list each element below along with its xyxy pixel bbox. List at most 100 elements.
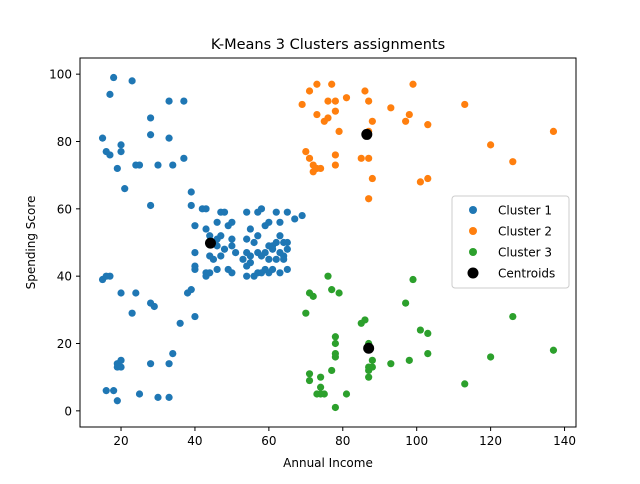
cluster-point xyxy=(165,393,173,401)
cluster-point xyxy=(128,77,136,85)
cluster-point xyxy=(165,97,173,105)
cluster-point xyxy=(117,141,125,149)
x-tick-label: 40 xyxy=(187,434,202,448)
cluster-point xyxy=(220,208,229,216)
cluster-point xyxy=(331,403,339,412)
cluster-point xyxy=(265,255,273,263)
cluster-point xyxy=(257,269,266,277)
cluster-point xyxy=(128,309,136,317)
cluster-point xyxy=(305,370,314,378)
cluster-point xyxy=(106,151,114,159)
centroid-point xyxy=(361,128,373,140)
legend-marker xyxy=(469,206,477,214)
cluster-point xyxy=(402,299,410,307)
cluster-point xyxy=(202,225,210,233)
cluster-point xyxy=(291,215,299,223)
cluster-point xyxy=(317,383,325,391)
cluster-point xyxy=(187,201,195,210)
x-tick-label: 140 xyxy=(553,434,576,448)
cluster-point xyxy=(298,100,306,109)
legend-marker xyxy=(469,227,477,235)
cluster-point xyxy=(365,366,373,375)
cluster-point xyxy=(146,201,155,210)
cluster-point xyxy=(324,97,332,105)
cluster-point xyxy=(217,252,225,260)
cluster-point xyxy=(268,245,277,253)
cluster-point xyxy=(549,127,558,135)
cluster-point xyxy=(150,302,158,311)
cluster-point xyxy=(328,80,336,88)
cluster-point xyxy=(213,265,221,274)
cluster-point xyxy=(405,356,413,364)
centroid-point xyxy=(204,237,216,249)
cluster-point xyxy=(317,373,325,381)
cluster-point xyxy=(191,222,199,230)
cluster-point xyxy=(305,154,314,162)
cluster-point xyxy=(368,117,376,125)
cluster-point xyxy=(272,238,280,247)
cluster-point xyxy=(361,87,369,95)
cluster-point xyxy=(461,380,469,388)
cluster-point xyxy=(176,319,184,327)
cluster-point xyxy=(117,356,125,364)
chart-title: K-Means 3 Clusters assignments xyxy=(211,37,445,53)
cluster-point xyxy=(509,158,517,166)
cluster-point xyxy=(272,255,280,263)
cluster-point xyxy=(317,164,325,173)
x-axis-ticks: 20 40 60 80 100 120 140 xyxy=(113,427,576,448)
cluster-point xyxy=(220,245,229,253)
x-tick-label: 60 xyxy=(261,434,276,448)
cluster-point xyxy=(313,80,321,88)
cluster-point xyxy=(132,289,140,297)
cluster-point xyxy=(342,94,351,102)
cluster-point xyxy=(102,272,110,280)
cluster-point xyxy=(228,242,236,250)
cluster-point xyxy=(331,151,339,159)
cluster-point xyxy=(106,90,114,98)
legend: Cluster 1 Cluster 2 Cluster 3 Centroids xyxy=(451,195,570,289)
cluster-point xyxy=(320,117,328,125)
legend-label: Cluster 2 xyxy=(498,225,552,239)
cluster-point xyxy=(461,100,469,109)
cluster-point xyxy=(146,131,155,139)
y-tick-label: 60 xyxy=(57,202,72,216)
x-tick-label: 80 xyxy=(335,434,350,448)
cluster-point xyxy=(187,286,195,294)
cluster-point xyxy=(302,148,310,156)
legend-marker xyxy=(469,248,477,256)
cluster-point xyxy=(331,107,339,115)
cluster-point xyxy=(276,218,284,226)
cluster-point xyxy=(135,161,144,169)
cluster-point xyxy=(283,245,291,253)
cluster-point xyxy=(169,161,177,169)
cluster-point xyxy=(309,292,317,300)
cluster-point xyxy=(313,390,321,398)
cluster-point xyxy=(110,73,118,82)
centroid-point xyxy=(363,342,375,354)
x-axis-label: Annual Income xyxy=(283,456,373,470)
cluster-point xyxy=(368,174,376,183)
cluster-point xyxy=(283,208,291,216)
cluster-point xyxy=(254,232,262,240)
cluster-point xyxy=(368,356,376,364)
cluster-point xyxy=(102,387,110,395)
cluster-point xyxy=(154,161,162,169)
cluster-point xyxy=(146,360,155,368)
cluster-point xyxy=(202,205,210,213)
cluster-point xyxy=(110,387,118,395)
cluster-point xyxy=(243,272,251,280)
cluster-point xyxy=(265,218,273,226)
cluster-point xyxy=(365,195,373,203)
cluster-point xyxy=(387,104,395,112)
legend-label: Cluster 3 xyxy=(498,246,552,260)
cluster-point xyxy=(180,97,188,105)
cluster-point xyxy=(191,262,199,270)
cluster-point xyxy=(387,360,395,368)
cluster-point xyxy=(98,134,107,142)
cluster-point xyxy=(331,161,339,169)
cluster-point xyxy=(402,117,410,125)
x-tick-label: 120 xyxy=(479,434,502,448)
cluster-point xyxy=(239,255,247,263)
cluster-point xyxy=(117,148,125,156)
